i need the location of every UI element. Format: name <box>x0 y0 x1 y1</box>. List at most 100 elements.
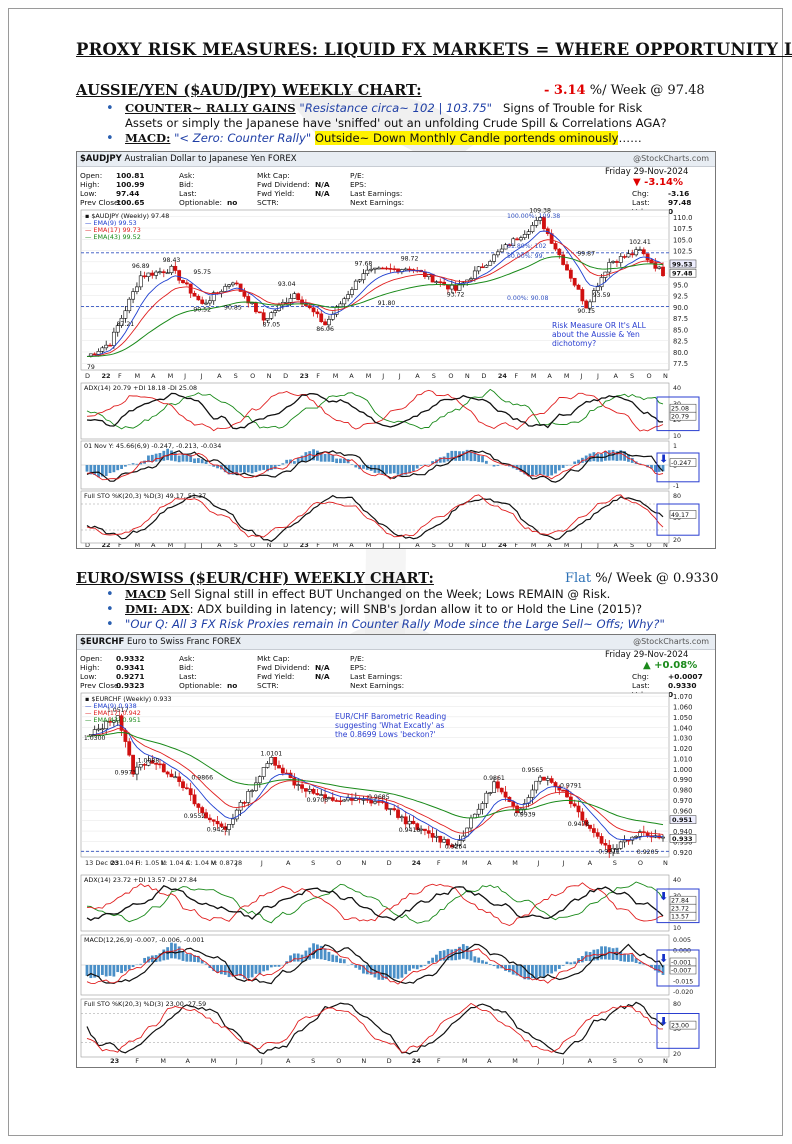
candle-body <box>338 303 343 307</box>
candle-body <box>557 248 562 256</box>
price-axis-label: 77.5 <box>673 360 688 368</box>
candle-body <box>580 289 585 302</box>
candle-body <box>388 808 393 810</box>
x-axis-label-bottom: A <box>186 1057 191 1065</box>
bullet-text: Assets or simply the Japanese have 'snif… <box>125 116 667 130</box>
candle-body <box>469 278 473 281</box>
candle-body <box>599 277 604 288</box>
candle-body <box>353 798 358 801</box>
x-axis-label: J <box>200 372 203 380</box>
candle-body <box>327 318 331 326</box>
candle-body <box>369 268 374 271</box>
section2-bullet-3: • "Our Q: All 3 FX Risk Proxies remain i… <box>100 617 665 632</box>
histogram-bar <box>342 458 346 464</box>
quote-key: Fwd Yield: <box>257 189 295 198</box>
histogram-bar <box>258 965 262 975</box>
x-axis-label-bottom: J <box>398 541 401 548</box>
x-axis-label: M <box>168 372 174 380</box>
indicator-axis-label: 80 <box>673 1001 681 1008</box>
candle-body <box>365 799 370 801</box>
histogram-bar <box>630 954 634 962</box>
x-axis-label-bottom: 23 <box>300 541 309 548</box>
price-axis-label: 87.5 <box>673 315 688 323</box>
quote-row: Last: 97.48 <box>632 198 691 207</box>
quote-row: Low: 0.9271 <box>80 672 145 681</box>
histogram-bar <box>193 458 196 464</box>
candle-body <box>234 282 239 285</box>
quote-row: EPS: <box>350 663 408 672</box>
bullet-label: MACD <box>125 587 167 601</box>
x-axis-label: S <box>613 859 617 867</box>
indicator-value-text: 20.79 <box>671 414 689 421</box>
histogram-bar <box>481 456 484 463</box>
price-axis-label: 1.060 <box>673 703 692 711</box>
indicator-value-text: 13.57 <box>671 914 689 921</box>
candle-body <box>576 805 581 813</box>
x-axis-label-bottom: J <box>579 541 582 548</box>
histogram-bar <box>504 965 507 971</box>
last-value-tag <box>669 259 697 269</box>
quote-row: Last Earnings: <box>350 189 408 198</box>
histogram-bar <box>204 461 208 464</box>
histogram-bar <box>588 453 592 462</box>
histogram-bar <box>650 965 653 968</box>
quote-row: SCTR: <box>257 198 330 207</box>
x-axis-label: N <box>267 372 272 380</box>
histogram-bar <box>93 465 97 476</box>
histogram-bar <box>607 947 611 960</box>
histogram-bar <box>139 462 143 465</box>
bullet-text: Signs of Trouble for Risk <box>503 101 643 115</box>
histogram-bar <box>454 450 458 461</box>
indicator-axis-label: 20 <box>673 417 681 424</box>
histogram-bar <box>231 965 235 977</box>
histogram-bar <box>473 451 477 462</box>
histogram-bar <box>362 965 365 974</box>
price-point-label: 0.9866 <box>191 775 213 782</box>
candle-body <box>161 763 166 773</box>
legend-entry: — EMA(9) 0.938 <box>85 702 137 710</box>
ema17-line <box>86 239 664 357</box>
candle-body <box>565 789 569 798</box>
ema9-line <box>86 230 664 357</box>
candle-body <box>169 773 174 778</box>
section2-bullet-2: • DMI: ADX: ADX building in latency; wil… <box>100 602 665 617</box>
histogram-bar <box>200 959 204 964</box>
x-axis-label-bottom: M <box>512 1057 518 1065</box>
candle-body <box>519 808 523 814</box>
histogram-bar <box>104 965 108 977</box>
candle-body <box>507 244 512 246</box>
x-axis-label: N <box>361 859 366 867</box>
candle-body <box>492 781 496 793</box>
quote-row: Open: 0.9332 <box>80 654 145 663</box>
histogram-bar <box>296 953 300 962</box>
histogram-bar <box>385 965 388 980</box>
quote-row: Last: <box>179 189 237 198</box>
quote-row: Optionable: no <box>179 198 237 207</box>
histogram-bar <box>415 965 419 970</box>
quote-value: 0.9323 <box>116 681 145 690</box>
chart-change-pct: ▼ -3.14% <box>633 177 684 188</box>
x-axis-label: M <box>512 859 518 867</box>
x-axis-label-bottom: M <box>366 541 372 548</box>
histogram-bar <box>112 965 116 977</box>
candle-body <box>250 302 255 304</box>
candle-body <box>384 267 389 270</box>
legend-entry: ▪ $AUDJPY (Weekly) 97.48 <box>85 212 169 220</box>
x-axis-label: J <box>596 372 599 380</box>
candle-body <box>353 280 358 290</box>
bullet-dot-icon: • <box>106 602 114 617</box>
histogram-bar <box>312 449 315 461</box>
quote-block-mid2: Mkt Cap: Fwd Dividend: N/A Fwd Yield: N/A SCT… <box>257 654 330 690</box>
histogram-bar <box>638 961 642 965</box>
annotation-note: Risk Measure OR It's ALL <box>552 321 647 330</box>
histogram-bar <box>527 465 530 477</box>
candle-body <box>434 281 439 284</box>
histogram-bar <box>523 965 527 980</box>
histogram-bar <box>588 952 592 962</box>
candle-body <box>365 269 370 274</box>
histogram-bar <box>162 949 166 961</box>
x-axis-label-bottom: N <box>663 541 668 548</box>
price-axis-label: 1.070 <box>673 693 692 701</box>
quote-value: 97.44 <box>116 189 140 198</box>
histogram-bar <box>181 951 185 961</box>
